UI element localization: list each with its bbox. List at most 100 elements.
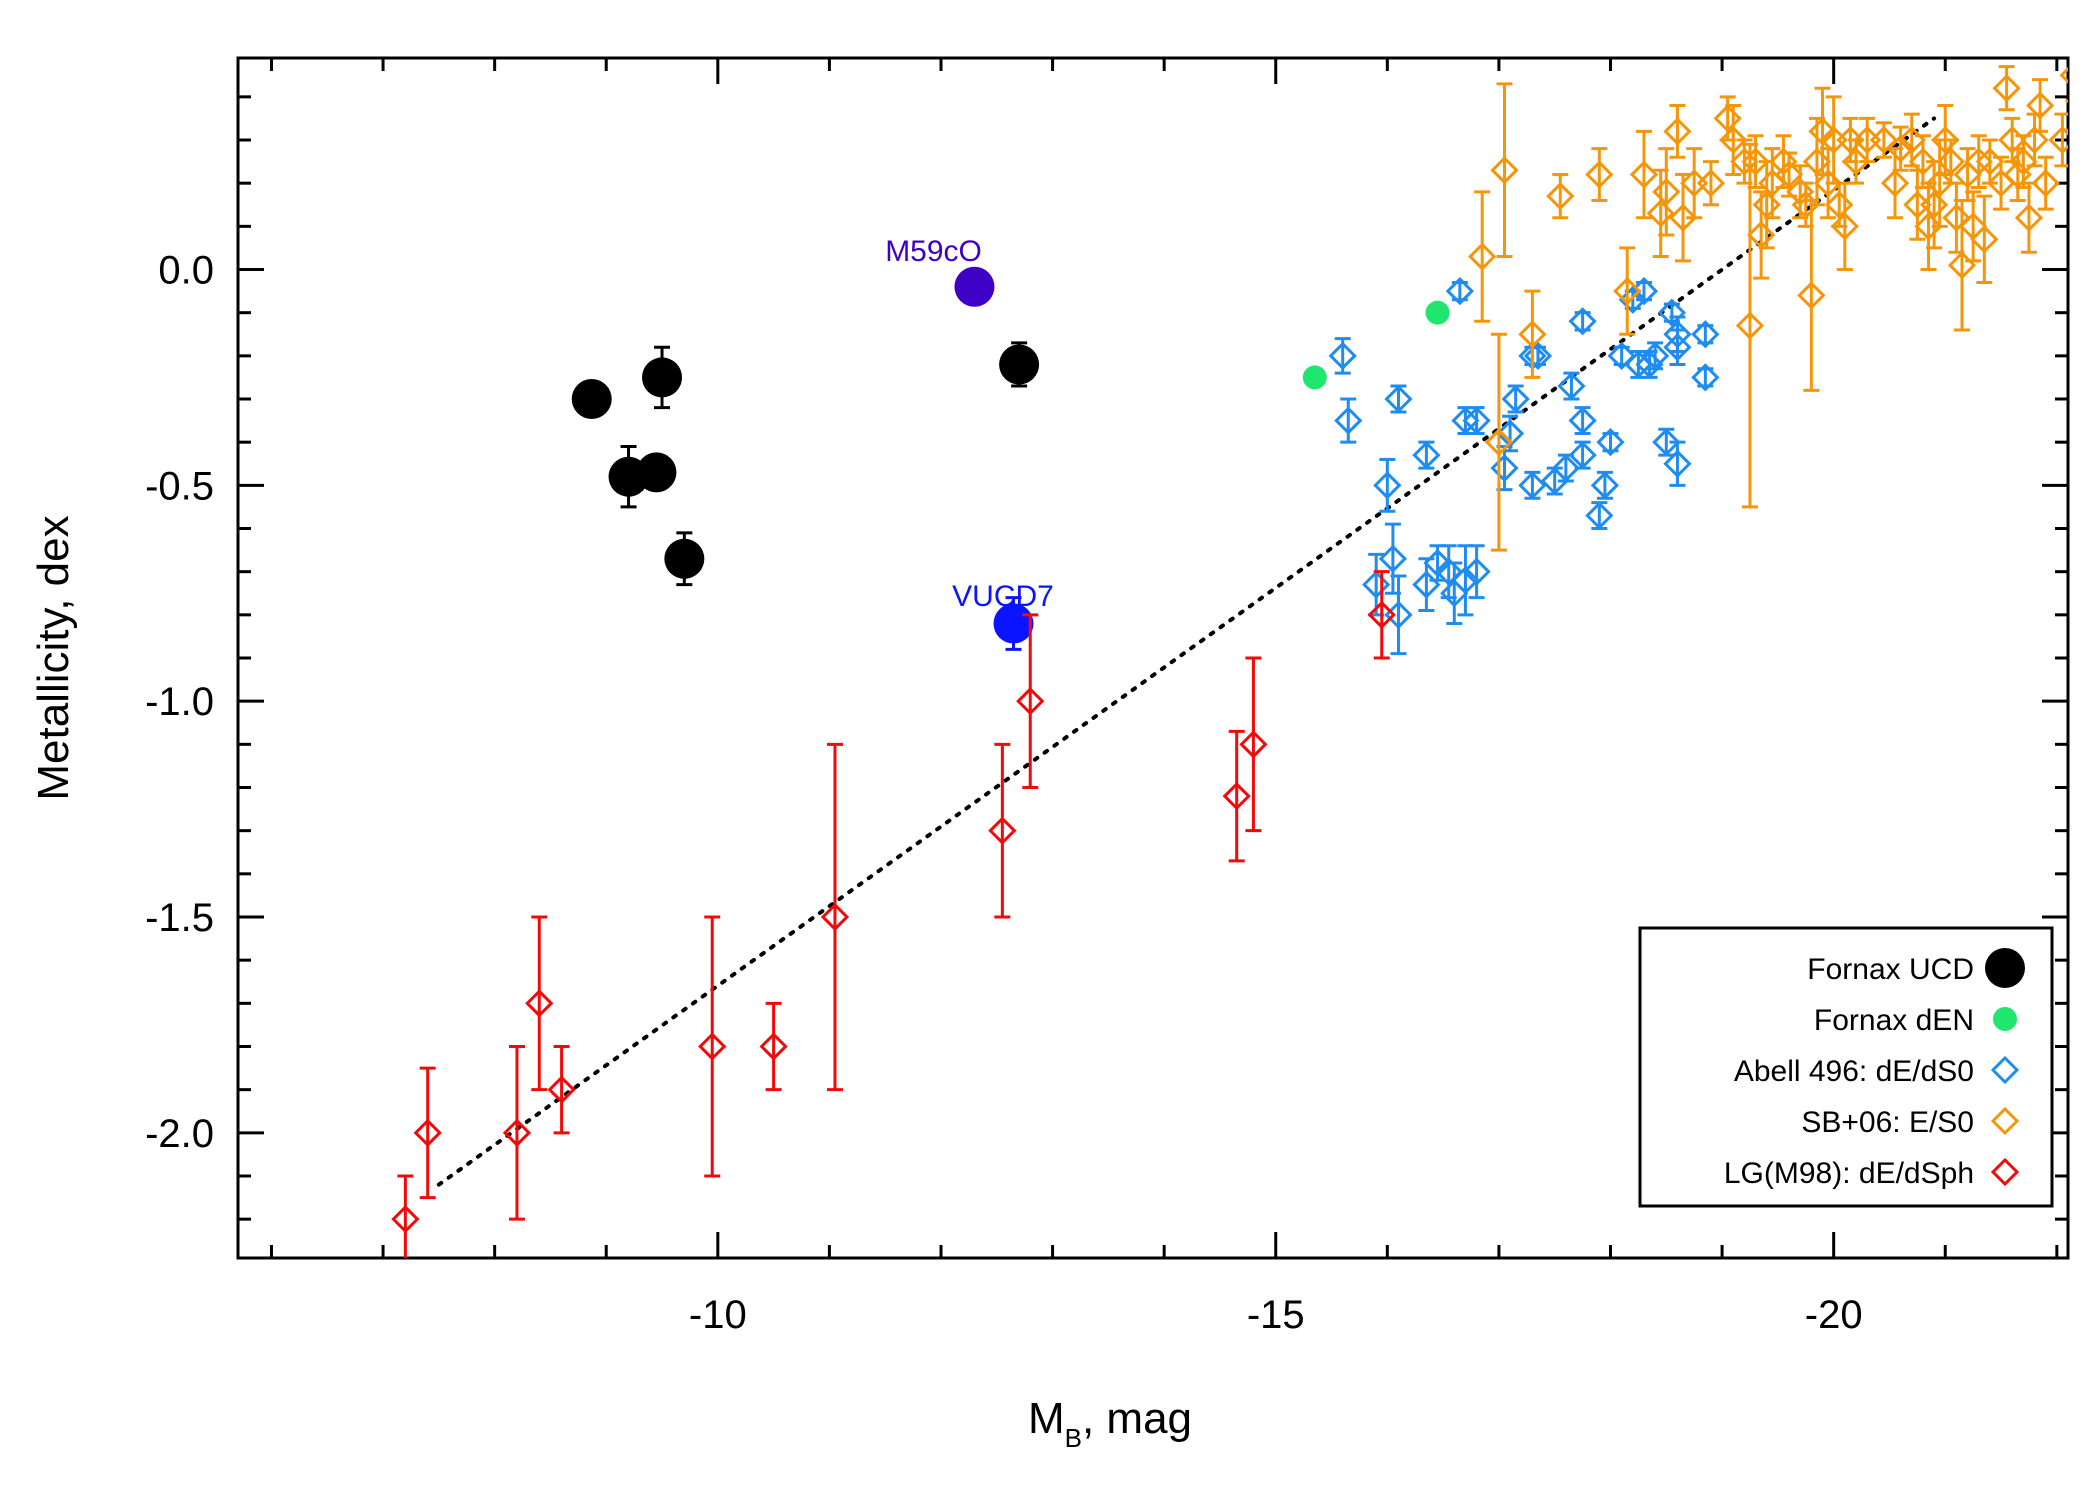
data-point xyxy=(954,266,995,307)
data-point xyxy=(1495,419,1525,448)
data-point xyxy=(1652,428,1681,457)
data-point xyxy=(759,1032,788,1061)
data-point xyxy=(1970,225,1999,254)
legend-marker xyxy=(1990,1106,2020,1136)
y-tick-label: -0.5 xyxy=(145,464,214,508)
series-group xyxy=(571,341,1040,587)
legend-label: Abell 496: dE/dS0 xyxy=(1734,1055,1974,1088)
data-point xyxy=(525,989,554,1018)
legend-box xyxy=(1638,926,2054,1208)
data-point xyxy=(1663,449,1692,478)
legend-marker xyxy=(1990,1055,2020,1085)
data-marks xyxy=(391,65,2100,1258)
data-point xyxy=(1585,501,1614,530)
data-point xyxy=(2025,91,2055,120)
data-point xyxy=(1523,341,1553,370)
data-point xyxy=(1607,341,1636,370)
data-point xyxy=(1830,212,1859,241)
data-point xyxy=(1880,169,1910,198)
data-point xyxy=(1730,147,1759,176)
legend-marker xyxy=(1985,948,2025,988)
data-point xyxy=(1774,160,1804,189)
data-point xyxy=(1663,320,1692,349)
data-point xyxy=(2009,147,2038,176)
data-point xyxy=(1769,147,1798,176)
data-point xyxy=(1484,428,1514,457)
data-point xyxy=(1786,177,1815,206)
x-tick-label: -20 xyxy=(1805,1293,1863,1337)
data-point xyxy=(391,1205,420,1234)
data-point xyxy=(1546,182,1575,211)
data-point xyxy=(1657,298,1686,327)
data-point xyxy=(1696,169,1726,198)
data-point xyxy=(1646,199,1675,228)
data-point xyxy=(1992,74,2021,103)
data-point xyxy=(2014,203,2044,232)
data-point xyxy=(1635,350,1664,379)
data-point xyxy=(1551,453,1580,483)
series-group xyxy=(391,570,1396,1258)
data-point xyxy=(1585,160,1614,189)
data-point xyxy=(1741,147,1770,176)
data-point xyxy=(1334,406,1363,435)
x-tick-label: -15 xyxy=(1247,1293,1305,1337)
point-annotation: VUCD7 xyxy=(952,580,1054,613)
data-point xyxy=(1869,125,1899,155)
data-point xyxy=(664,538,705,579)
data-point xyxy=(1373,471,1402,500)
data-point xyxy=(999,344,1040,385)
data-point xyxy=(2065,128,2068,135)
y-tick-label: -2.0 xyxy=(145,1112,214,1156)
data-point xyxy=(1652,177,1681,206)
data-point xyxy=(1451,566,1480,595)
data-point xyxy=(1518,320,1547,349)
data-point xyxy=(1367,600,1396,629)
legend: Fornax UCD Fornax dEN Abell 496: dE/dS0 SB+… xyxy=(1638,926,2054,1208)
data-point xyxy=(1735,311,1765,340)
data-point xyxy=(2084,150,2100,174)
legend-label: Fornax dEN xyxy=(1814,1004,1974,1037)
data-point xyxy=(2031,169,2060,198)
legend-marker xyxy=(1993,1007,2017,1031)
data-point xyxy=(1618,285,1647,314)
data-point xyxy=(2078,128,2100,152)
data-point xyxy=(1663,117,1692,146)
data-point xyxy=(1841,147,1871,176)
data-point xyxy=(988,816,1017,845)
annotations: M59cO VUCD7 xyxy=(885,235,1054,613)
data-point xyxy=(1568,307,1597,336)
legend-marker xyxy=(1990,1157,2020,1187)
series-group xyxy=(1328,276,1720,656)
data-point xyxy=(1378,544,1408,573)
point-annotation: M59cO xyxy=(885,235,982,268)
data-point xyxy=(2048,125,2068,155)
data-point xyxy=(1919,190,1949,219)
data-point xyxy=(1886,134,1915,163)
data-point xyxy=(1222,782,1251,811)
x-axis-title-rest: , mag xyxy=(1082,1394,1192,1443)
data-point xyxy=(1629,160,1659,189)
data-point xyxy=(1641,341,1670,370)
data-point xyxy=(1423,548,1452,578)
data-point xyxy=(642,357,683,398)
y-tick-label: -1.0 xyxy=(145,680,214,724)
data-point xyxy=(1462,557,1491,586)
data-point xyxy=(1362,570,1391,599)
data-point xyxy=(2095,128,2100,152)
data-point xyxy=(1813,169,1843,198)
data-point xyxy=(1568,441,1597,470)
y-tick-label: -1.5 xyxy=(145,896,214,940)
data-point xyxy=(1568,406,1597,435)
data-point xyxy=(1445,276,1474,306)
series-group xyxy=(954,266,995,307)
data-point xyxy=(820,902,850,932)
data-point xyxy=(1490,156,1519,185)
data-point xyxy=(1490,453,1519,483)
y-axis-title: Metallicity, dex xyxy=(29,515,78,800)
x-tick-label: -10 xyxy=(689,1293,747,1337)
data-point xyxy=(1596,428,1625,457)
x-axis-title-sub: B xyxy=(1065,1423,1082,1453)
data-point xyxy=(2020,125,2049,155)
data-point xyxy=(502,1118,532,1147)
